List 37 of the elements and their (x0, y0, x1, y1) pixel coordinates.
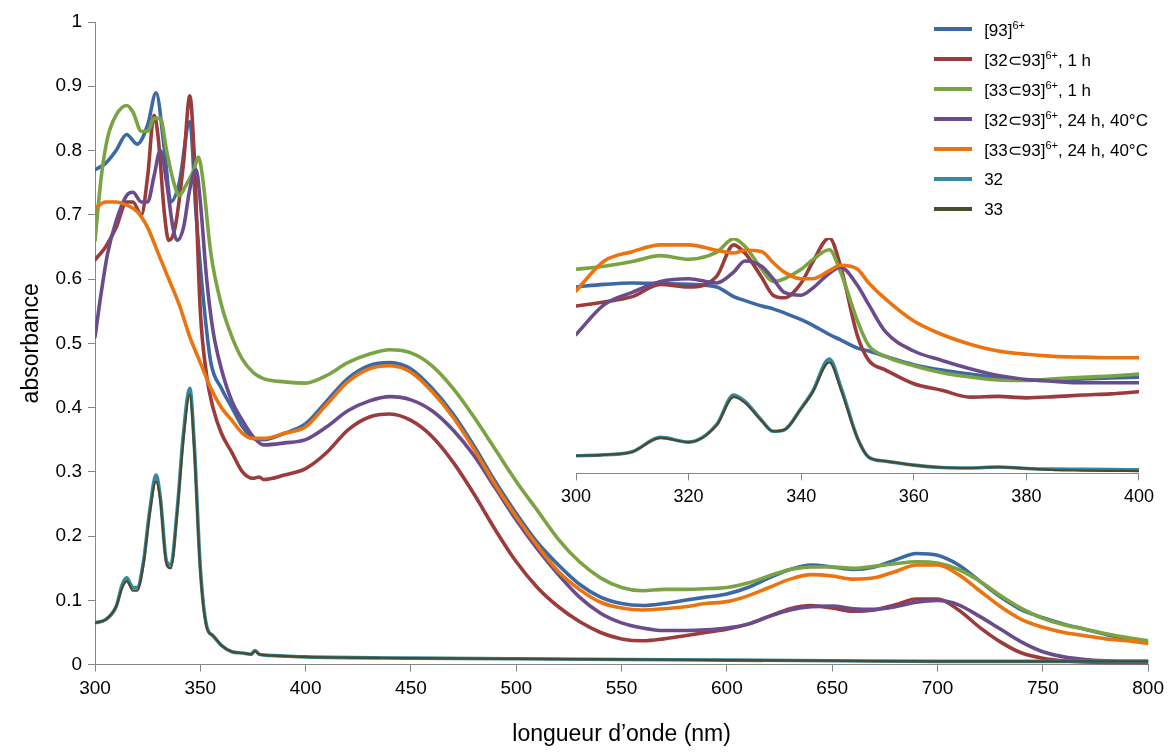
legend-label: [32⊂93]$^{6+}$, 24 h, 40°C (984, 108, 1148, 130)
x-tick-label: 350 (184, 677, 217, 699)
x-tick-label: 800 (1132, 677, 1164, 699)
y-tick-label: 0.1 (55, 588, 83, 610)
legend-label: 32 (984, 169, 1004, 189)
x-tick-label: 380 (1011, 486, 1042, 507)
x-tick-label: 340 (786, 486, 817, 507)
x-tick-label: 300 (560, 486, 592, 507)
y-tick-label: 0.6 (55, 267, 83, 289)
y-tick-label: 0.7 (55, 203, 83, 225)
legend-label: [93]$^{6+}$ (984, 18, 1026, 40)
y-tick-label: 1 (71, 10, 83, 32)
y-tick-label: 0 (71, 652, 83, 674)
y-tick-label: 0.8 (55, 138, 83, 160)
x-tick-label: 650 (816, 677, 849, 699)
legend-label: [32⊂93]$^{6+}$, 1 h (984, 48, 1092, 70)
x-tick-label: 550 (605, 677, 638, 699)
x-tick-label: 450 (395, 677, 427, 699)
y-tick-label: 0.5 (55, 331, 83, 353)
x-tick-label: 300 (79, 677, 111, 699)
x-tick-label: 360 (898, 486, 929, 507)
legend-label: 33 (984, 199, 1004, 219)
y-tick-label: 0.3 (55, 460, 83, 482)
x-tick-label: 600 (711, 677, 743, 699)
y-axis-title: absorbance (17, 283, 44, 404)
legend-label: [33⊂93]$^{6+}$, 1 h (984, 78, 1092, 100)
legend-label: [33⊂93]$^{6+}$, 24 h, 40°C (984, 138, 1148, 160)
x-tick-label: 500 (500, 677, 533, 699)
y-tick-label: 0.9 (55, 74, 83, 96)
x-tick-label: 320 (673, 486, 704, 507)
x-tick-label: 700 (921, 677, 954, 699)
y-tick-label: 0.4 (55, 395, 83, 417)
x-axis-title: longueur d’onde (nm) (512, 719, 731, 746)
x-tick-label: 750 (1026, 677, 1059, 699)
y-tick-label: 0.2 (55, 524, 83, 546)
x-tick-label: 400 (1123, 486, 1155, 507)
x-tick-label: 400 (289, 677, 322, 699)
